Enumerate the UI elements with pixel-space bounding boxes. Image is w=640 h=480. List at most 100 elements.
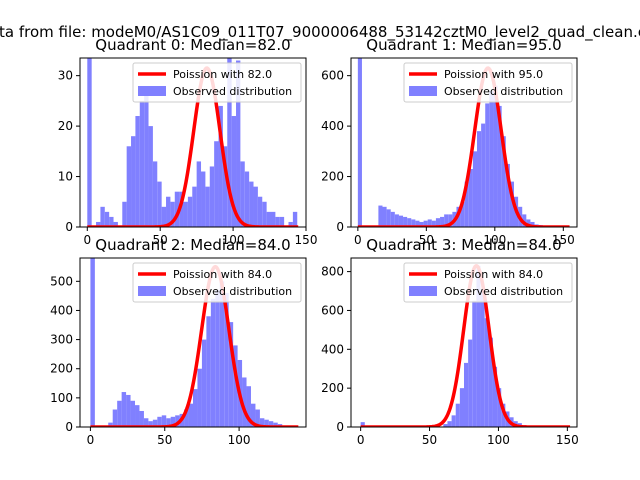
y-tick-label: 20 (58, 119, 73, 133)
histogram-bar (427, 219, 432, 227)
y-tick-label: 500 (50, 274, 73, 288)
histogram-bar (121, 392, 127, 427)
histogram-bar (152, 161, 158, 227)
histogram-bar (249, 181, 254, 227)
histogram-bar (411, 219, 416, 227)
histogram-bar (262, 201, 267, 227)
legend-label-poisson: Poission with 95.0 (444, 68, 543, 81)
histogram-bar (161, 206, 167, 227)
y-tick-label: 200 (321, 170, 344, 184)
histogram-bar (126, 146, 132, 227)
histogram-bar (403, 216, 408, 227)
legend-patch-swatch (409, 86, 437, 96)
histogram-bar (130, 400, 136, 427)
histogram-bar (87, 58, 92, 227)
histogram-bar (184, 409, 189, 427)
y-tick-label: 0 (65, 420, 73, 434)
histogram-bar (112, 409, 118, 427)
histogram-bar (253, 186, 258, 227)
figure-suptitle: Data from file: modeM0/AS1C09_011T07_900… (0, 23, 640, 42)
histogram-bar (236, 60, 241, 227)
histogram-bar (224, 292, 229, 427)
y-tick-label: 0 (336, 420, 344, 434)
histogram-bar (233, 345, 238, 427)
axes-frame (79, 257, 307, 428)
y-tick-label: 300 (50, 333, 73, 347)
histogram-bar (210, 298, 216, 427)
histogram-bar (415, 220, 420, 227)
y-tick-label: 600 (321, 303, 344, 317)
histogram-bar (431, 220, 436, 227)
histogram-bar (96, 221, 101, 227)
panel-title: Quadrant 2: Median=84.0 (95, 236, 290, 254)
histogram-bar (390, 211, 395, 227)
histogram-bar (407, 218, 412, 227)
histogram-bar (244, 171, 250, 227)
histogram-bar (464, 181, 469, 227)
histogram-bar (131, 136, 136, 227)
histogram-bar (183, 201, 188, 227)
histogram-bar (493, 85, 498, 227)
histogram-bar (472, 300, 477, 427)
x-tick-label: 100 (222, 233, 245, 247)
y-tick-label: 800 (321, 265, 344, 279)
histogram-bar (268, 421, 274, 427)
histogram-bar (288, 221, 293, 227)
legend-label-observed: Observed distribution (173, 285, 292, 298)
y-tick-label: 0 (336, 220, 344, 234)
histogram-bar (104, 211, 110, 227)
histogram-bar (192, 186, 197, 227)
histogram-bar (435, 218, 441, 227)
histogram-bar (135, 405, 140, 427)
y-tick-label: 600 (321, 69, 344, 83)
histogram-bar (246, 386, 251, 427)
histogram-bar (201, 339, 207, 427)
histogram-bar (201, 171, 206, 227)
histogram-bar (273, 422, 278, 427)
histogram-bar (464, 362, 469, 427)
histogram-panel: Quadrant 1: Median=95.0 0 50 100 150 0 200 400 6… (321, 36, 578, 247)
histogram-bar (419, 221, 424, 227)
histogram-bar (501, 403, 506, 427)
histogram-bar (250, 403, 256, 427)
legend-box (132, 62, 302, 103)
y-tick-label: 400 (50, 303, 73, 317)
histogram-bar (255, 409, 260, 427)
panel-title: Quadrant 0: Median=82.0 (95, 36, 290, 54)
histogram-bar (170, 416, 176, 427)
x-tick-label: 150 (552, 233, 575, 247)
histogram-bar (472, 151, 478, 227)
histogram-bar (144, 95, 149, 227)
legend-label-poisson: Poission with 84.0 (173, 268, 272, 281)
x-tick-label: 50 (153, 233, 168, 247)
legend-label-poisson: Poission with 84.0 (444, 268, 543, 281)
x-tick-label: 50 (157, 433, 172, 447)
histogram-bar (505, 163, 510, 227)
x-tick-label: 0 (354, 233, 362, 247)
histogram-bar (423, 220, 428, 227)
histogram-bar (209, 166, 215, 227)
histogram-bar (440, 216, 445, 227)
histogram-bar (489, 90, 494, 227)
histogram-bar (231, 116, 237, 227)
histogram-bar (170, 201, 175, 227)
histogram-bar (447, 421, 452, 427)
histogram-bar (488, 337, 493, 427)
histogram-bar (292, 211, 298, 227)
histogram-bar (386, 209, 391, 227)
legend-label-observed: Observed distribution (444, 285, 563, 298)
histogram-bar (166, 418, 171, 427)
histogram-bar (90, 258, 95, 427)
histogram-bar (484, 318, 489, 427)
histogram-bar (109, 216, 114, 227)
histogram-bar (257, 196, 263, 227)
histogram-bar (143, 418, 149, 427)
histogram-bar (100, 206, 105, 227)
histogram-bar (126, 394, 131, 427)
histogram-bar (240, 161, 245, 227)
histogram-bar (219, 281, 225, 427)
x-tick-label: 100 (487, 433, 510, 447)
histogram-bar (468, 168, 473, 227)
legend: Poission with 95.0 Observed distribution (403, 62, 573, 103)
y-tick-label: 200 (50, 362, 73, 376)
